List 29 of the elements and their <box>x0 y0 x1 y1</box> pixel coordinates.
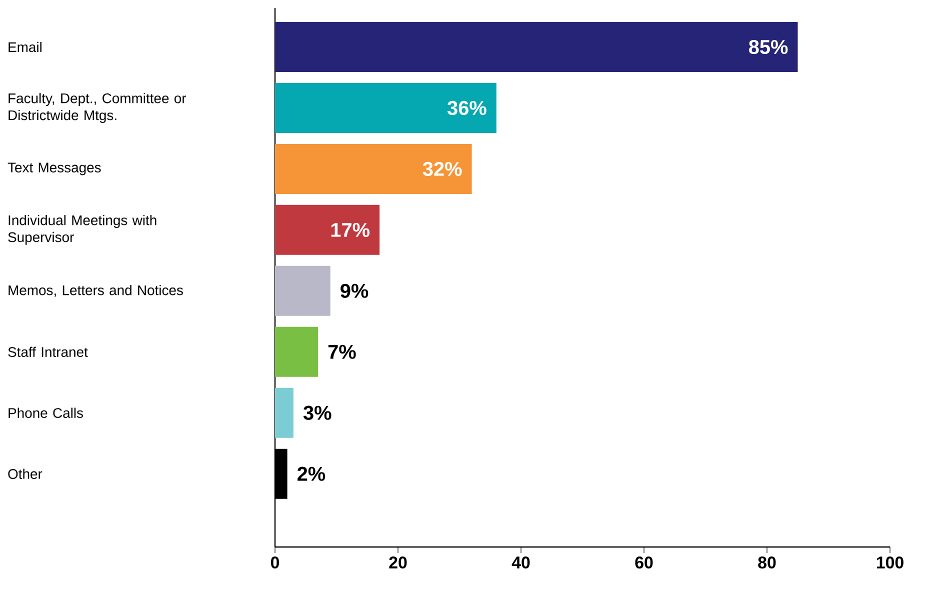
bar <box>275 326 318 377</box>
bar <box>275 266 330 316</box>
y-tick-label: Individual Meetings with Supervisor <box>8 214 156 245</box>
bar <box>275 388 294 438</box>
data-label: 85% <box>748 40 788 54</box>
y-tick-label: Phone Calls <box>8 408 83 418</box>
y-tick-label: Memos, Letters and Notices <box>8 284 183 297</box>
x-tick-label: 40 <box>512 556 530 569</box>
x-tick-label: 0 <box>270 556 280 569</box>
data-label: 3% <box>303 406 332 420</box>
bar <box>275 22 798 72</box>
y-tick-label: Other <box>8 468 42 479</box>
x-tick-label: 80 <box>758 556 776 569</box>
data-label: 9% <box>340 284 368 298</box>
data-label: 17% <box>331 222 370 237</box>
bar <box>275 204 380 255</box>
y-tick-label: Staff Intranet <box>8 346 88 357</box>
y-tick-label: Text Messages <box>8 162 101 176</box>
data-label: 32% <box>422 162 462 176</box>
x-tick-label: 60 <box>635 556 653 569</box>
x-tick-label: 20 <box>389 556 407 569</box>
data-label: 2% <box>298 466 326 481</box>
data-label: 7% <box>328 344 356 359</box>
y-tick-label: Faculty, Dept., Committee or Districtwide Mtgs. <box>8 93 186 123</box>
x-tick-label: 100 <box>876 556 904 569</box>
bar <box>275 82 496 133</box>
y-tick-label: Email <box>8 42 42 52</box>
data-label: 36% <box>447 100 486 116</box>
bar <box>275 144 472 194</box>
